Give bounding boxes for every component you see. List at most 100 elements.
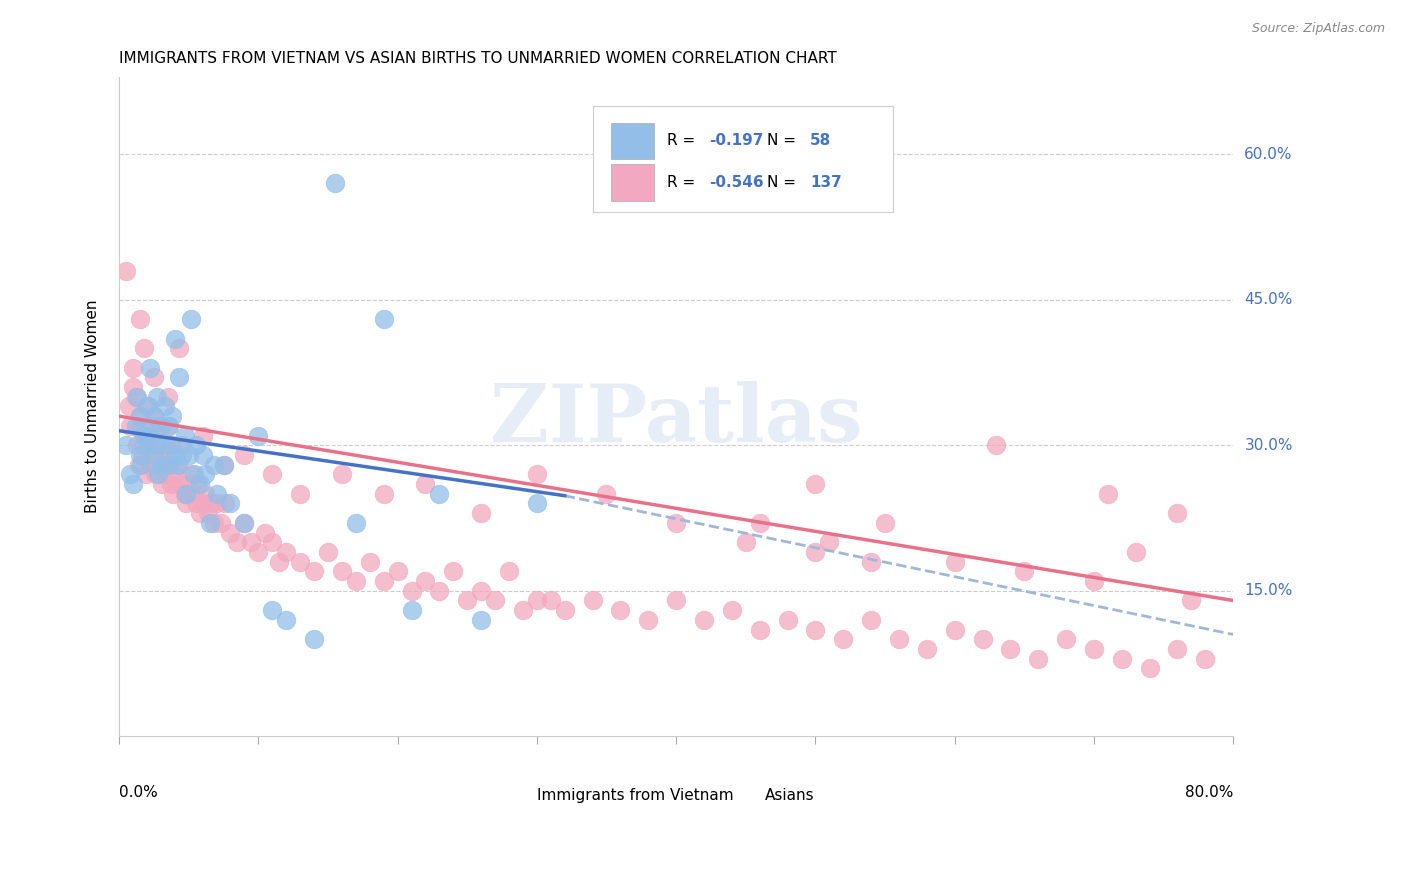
Point (134, 428, 156, 442)
Point (132, 428, 155, 442)
Point (484, 593, 506, 607)
Point (219, 496, 242, 510)
Point (1166, 506, 1188, 520)
Point (1166, 642, 1188, 657)
Point (427, 583, 450, 598)
Point (153, 467, 176, 482)
Text: 45.0%: 45.0% (1244, 293, 1292, 307)
Point (129, 409, 152, 424)
Point (163, 448, 186, 462)
Point (142, 409, 165, 424)
Point (152, 458, 174, 472)
Point (302, 632, 325, 647)
Point (1111, 651, 1133, 665)
Point (832, 632, 855, 647)
Point (188, 506, 211, 520)
Point (873, 516, 896, 530)
Point (212, 458, 235, 472)
Text: 60.0%: 60.0% (1244, 146, 1294, 161)
Point (186, 477, 208, 491)
Point (163, 332, 186, 346)
Point (139, 428, 162, 442)
Point (316, 545, 339, 559)
Point (170, 438, 193, 452)
FancyBboxPatch shape (498, 784, 529, 807)
Point (129, 409, 152, 424)
Point (721, 603, 744, 617)
Point (166, 458, 188, 472)
Point (134, 438, 156, 452)
Point (470, 583, 492, 598)
Point (194, 487, 217, 501)
Point (323, 176, 346, 190)
Point (595, 487, 617, 501)
Point (972, 632, 994, 647)
Point (330, 565, 353, 579)
Point (470, 506, 492, 520)
Point (163, 467, 186, 482)
Point (233, 516, 256, 530)
Point (157, 418, 180, 433)
Point (1000, 642, 1022, 657)
FancyBboxPatch shape (612, 164, 654, 201)
Point (138, 458, 160, 472)
Point (665, 516, 688, 530)
Point (134, 467, 156, 482)
Point (441, 565, 464, 579)
Point (129, 448, 152, 462)
Point (456, 593, 478, 607)
Point (276, 545, 298, 559)
Point (184, 496, 207, 510)
Point (180, 467, 202, 482)
Point (1026, 651, 1049, 665)
Point (115, 438, 138, 452)
Point (943, 555, 966, 569)
Point (526, 496, 548, 510)
Point (1125, 545, 1147, 559)
Point (146, 467, 169, 482)
Point (184, 438, 207, 452)
Point (174, 487, 197, 501)
Point (143, 438, 166, 452)
Point (167, 341, 190, 355)
Point (387, 565, 409, 579)
Point (205, 496, 228, 510)
Point (142, 409, 165, 424)
Point (804, 623, 827, 637)
Text: 30.0%: 30.0% (1244, 438, 1294, 453)
Point (142, 370, 165, 384)
Point (804, 477, 827, 491)
Point (142, 448, 165, 462)
Point (143, 467, 166, 482)
Point (141, 448, 163, 462)
Point (1097, 487, 1119, 501)
Text: N =: N = (768, 175, 801, 190)
Point (122, 477, 145, 491)
Point (149, 418, 172, 433)
Point (146, 418, 169, 433)
Point (609, 603, 631, 617)
Point (269, 555, 291, 569)
Point (149, 458, 172, 472)
FancyBboxPatch shape (592, 106, 893, 211)
Point (135, 428, 157, 442)
Point (818, 535, 841, 549)
Point (125, 418, 148, 433)
Point (734, 535, 756, 549)
Point (212, 458, 235, 472)
Text: 80.0%: 80.0% (1185, 785, 1233, 800)
Point (240, 535, 263, 549)
Point (157, 458, 180, 472)
Point (373, 312, 395, 326)
Point (131, 458, 153, 472)
Point (120, 418, 142, 433)
Point (373, 574, 395, 588)
Point (160, 438, 183, 452)
Point (915, 642, 938, 657)
Point (202, 458, 225, 472)
Point (129, 312, 152, 326)
Point (276, 613, 298, 627)
Y-axis label: Births to Unmarried Women: Births to Unmarried Women (86, 300, 100, 513)
Point (219, 525, 242, 540)
Point (156, 458, 179, 472)
